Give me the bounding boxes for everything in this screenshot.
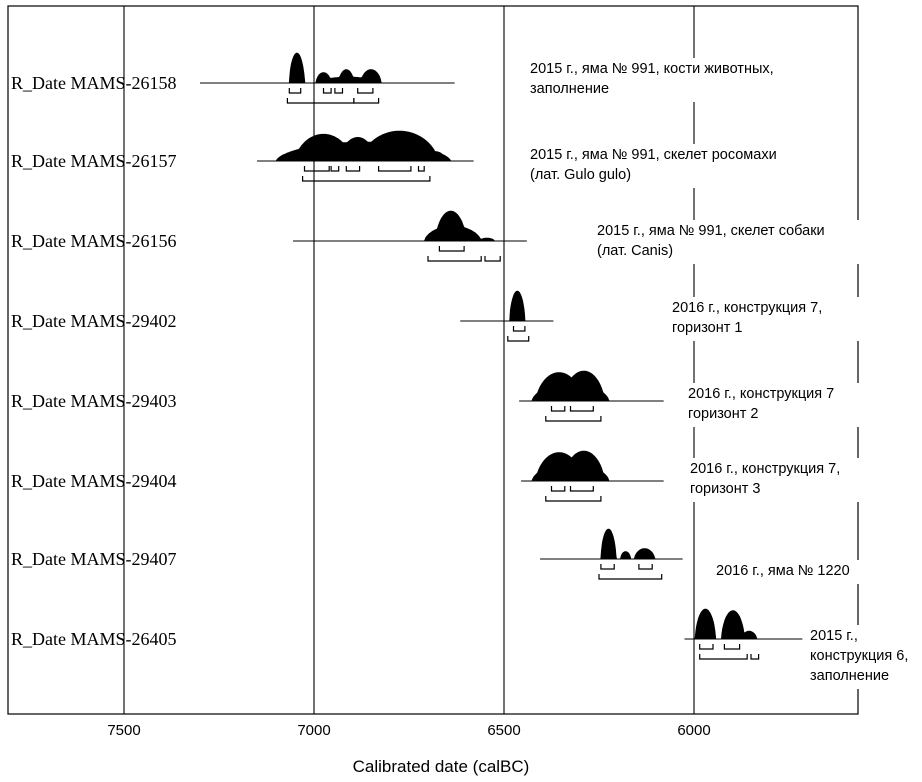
annotation-note: 2016 г., конструкция 7 горизонт 2	[688, 386, 834, 422]
range-68-bracket	[512, 326, 526, 332]
note-line: горизонт 1	[672, 320, 743, 336]
sample-label: R_Date MAMS-26156	[11, 231, 177, 251]
note-line: 2015 г.,	[810, 628, 858, 644]
range-68-bracket	[345, 166, 361, 172]
range-68-bracket	[550, 406, 566, 412]
note-background	[712, 560, 874, 584]
note-line: 2015 г., яма № 991, кости животных,	[530, 61, 774, 77]
range-95-bracket	[750, 654, 760, 660]
range-95-bracket	[353, 98, 380, 104]
date-row: R_Date MAMS-26158 2015 г., яма № 991, кос…	[11, 52, 818, 104]
annotation-note: 2016 г., яма № 1220	[716, 563, 850, 579]
date-row: R_Date MAMS-29404 2016 г., конструкция 7,…	[11, 450, 881, 502]
note-line: (лат. Canis)	[597, 243, 673, 259]
grid-lines	[123, 6, 695, 714]
annotation-note: 2015 г., конструкция 6, заполнение	[810, 628, 908, 684]
range-68-bracket	[723, 644, 741, 650]
range-95-bracket	[427, 256, 482, 262]
date-row: R_Date MAMS-29407 2016 г., яма № 1220	[11, 528, 874, 584]
probability-distribution	[460, 290, 554, 322]
note-line: 2016 г., конструкция 7	[688, 386, 834, 402]
annotation-note: 2015 г., яма № 991, скелет росомахи (лат.…	[530, 147, 777, 183]
range-95-bracket	[286, 98, 355, 104]
annotation-note: 2015 г., яма № 991, скелет собаки (лат. C…	[597, 223, 825, 259]
note-line: 2016 г., конструкция 7,	[690, 461, 840, 477]
annotation-note: 2016 г., конструкция 7, горизонт 1	[672, 300, 822, 336]
range-68-bracket	[569, 406, 594, 412]
range-95-bracket	[545, 416, 602, 422]
range-68-bracket	[330, 166, 340, 172]
range-68-bracket	[569, 486, 594, 492]
date-row: R_Date MAMS-26157 2015 г., яма № 991, ске…	[11, 130, 818, 188]
note-line: горизонт 2	[688, 406, 759, 422]
note-background	[806, 625, 922, 689]
date-row: R_Date MAMS-29402 2016 г., конструкция 7,…	[11, 290, 863, 342]
note-background	[593, 220, 869, 264]
sample-label: R_Date MAMS-29404	[11, 471, 177, 491]
range-95-bracket	[484, 256, 501, 262]
probability-distribution	[521, 450, 664, 482]
x-tick-label-7000: 7000	[297, 722, 330, 739]
range-68-bracket	[334, 88, 344, 94]
probability-distribution	[540, 528, 683, 560]
note-line: 2016 г., яма № 1220	[716, 563, 850, 579]
range-95-bracket	[598, 574, 663, 580]
note-line: 2015 г., яма № 991, скелет собаки	[597, 223, 825, 239]
x-axis-ticks: 7500 7000 6500 6000	[107, 722, 710, 739]
note-background	[526, 144, 818, 188]
x-axis-title: Calibrated date (calBC)	[353, 757, 530, 776]
note-background	[684, 383, 871, 427]
note-line: (лат. Gulo gulo)	[530, 167, 631, 183]
range-68-bracket	[638, 564, 653, 570]
range-68-bracket	[438, 246, 465, 252]
range-95-bracket	[545, 496, 602, 502]
note-line: горизонт 3	[690, 481, 761, 497]
note-background	[526, 58, 818, 102]
note-line: 2015 г., яма № 991, скелет росомахи	[530, 147, 777, 163]
range-68-bracket	[357, 88, 374, 94]
note-line: конструкция 6,	[810, 648, 908, 664]
range-95-bracket	[507, 336, 530, 342]
note-line: заполнение	[530, 81, 609, 97]
sample-label: R_Date MAMS-29403	[11, 391, 177, 411]
range-95-bracket	[302, 176, 431, 182]
range-68-bracket	[550, 486, 566, 492]
note-background	[668, 297, 863, 341]
probability-distribution	[293, 210, 527, 242]
sample-label: R_Date MAMS-29402	[11, 311, 177, 331]
date-row: R_Date MAMS-26156 2015 г., яма № 991, ске…	[11, 210, 869, 264]
x-tick-label-7500: 7500	[107, 722, 140, 739]
note-line: заполнение	[810, 668, 889, 684]
date-row: R_Date MAMS-29403 2016 г., конструкция 7 г…	[11, 370, 871, 427]
range-68-bracket	[699, 644, 714, 650]
range-68-bracket	[378, 166, 412, 172]
x-tick-label-6500: 6500	[487, 722, 520, 739]
date-rows: R_Date MAMS-26158 2015 г., яма № 991, кос…	[11, 52, 922, 689]
probability-distribution	[519, 370, 664, 402]
annotation-note: 2016 г., конструкция 7, горизонт 3	[690, 461, 840, 497]
range-95-bracket	[699, 654, 748, 660]
probability-distribution	[200, 52, 455, 84]
date-row: R_Date MAMS-26405 2015 г., конструкция 6, з…	[11, 608, 922, 689]
range-68-bracket	[288, 88, 302, 94]
range-68-bracket	[322, 88, 332, 94]
sample-label: R_Date MAMS-26405	[11, 629, 177, 649]
probability-distribution	[257, 130, 474, 162]
probability-distribution	[684, 608, 803, 640]
plot-frame	[7, 5, 859, 715]
range-68-bracket	[417, 166, 425, 172]
note-line: 2016 г., конструкция 7,	[672, 300, 822, 316]
note-background	[686, 458, 881, 502]
sample-label: R_Date MAMS-26158	[11, 73, 177, 93]
range-68-bracket	[303, 166, 330, 172]
sample-label: R_Date MAMS-26157	[11, 151, 177, 171]
sample-label: R_Date MAMS-29407	[11, 549, 177, 569]
range-68-bracket	[600, 564, 615, 570]
x-tick-label-6000: 6000	[677, 722, 710, 739]
annotation-note: 2015 г., яма № 991, кости животных, запол…	[530, 61, 774, 97]
